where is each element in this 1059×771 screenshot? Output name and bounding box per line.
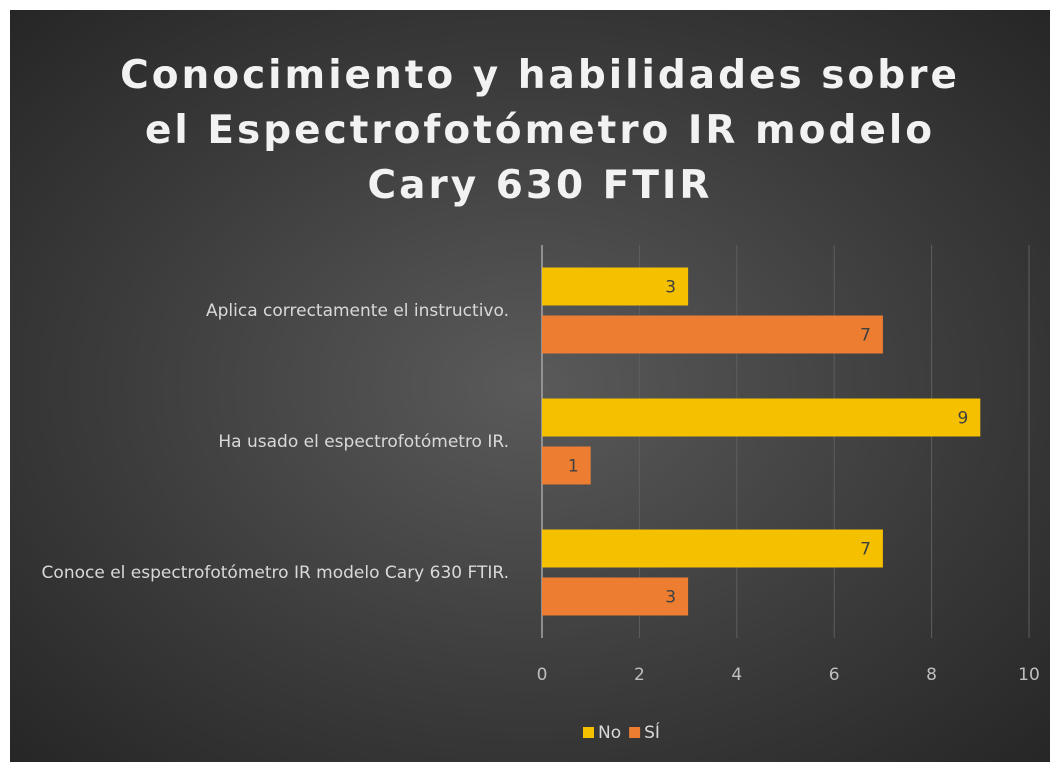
x-tick-label: 10 [1018,665,1040,685]
legend-label: SÍ [644,721,660,743]
bar [542,267,689,306]
chart-title: Conocimiento y habilidades sobre el Espe… [120,53,960,208]
chart-canvas: 0 2 4 6 8 10 3 7 9 1 7 3 No SÍ [537,245,1040,743]
y-tick-label: Ha usado el espectrofotómetro IR. [218,431,509,452]
x-tick-label: 0 [537,665,548,685]
bar [542,446,591,485]
y-tick-label: Aplica correctamente el instructivo. [206,300,509,321]
x-tick-label: 2 [634,665,645,685]
y-tick-label: Conoce el espectrofotómetro IR modelo Ca… [41,562,509,583]
y-tick-label-box: Conoce el espectrofotómetro IR modelo Ca… [9,507,509,638]
bar [542,577,689,616]
data-label: 7 [860,540,871,560]
legend-swatch [629,727,641,738]
data-label: 3 [665,278,676,298]
y-tick-label-box: Aplica correctamente el instructivo. [9,245,509,376]
x-tick-label: 4 [731,665,742,685]
x-tick-label: 6 [829,665,840,685]
chart: 0 2 4 6 8 10 3 7 9 1 7 3 No SÍ Conocimiento y habilid… [10,10,1050,762]
x-tick-label: 8 [926,665,937,685]
bar [542,529,883,568]
bar [542,315,883,354]
y-tick-label-box: Ha usado el espectrofotómetro IR. [9,376,509,507]
data-label: 7 [860,326,871,346]
data-label: 9 [957,409,968,429]
bar [542,398,981,437]
legend-swatch [583,727,594,738]
legend-label: No [598,723,621,743]
data-label: 3 [665,588,676,608]
data-label: 1 [568,457,579,477]
